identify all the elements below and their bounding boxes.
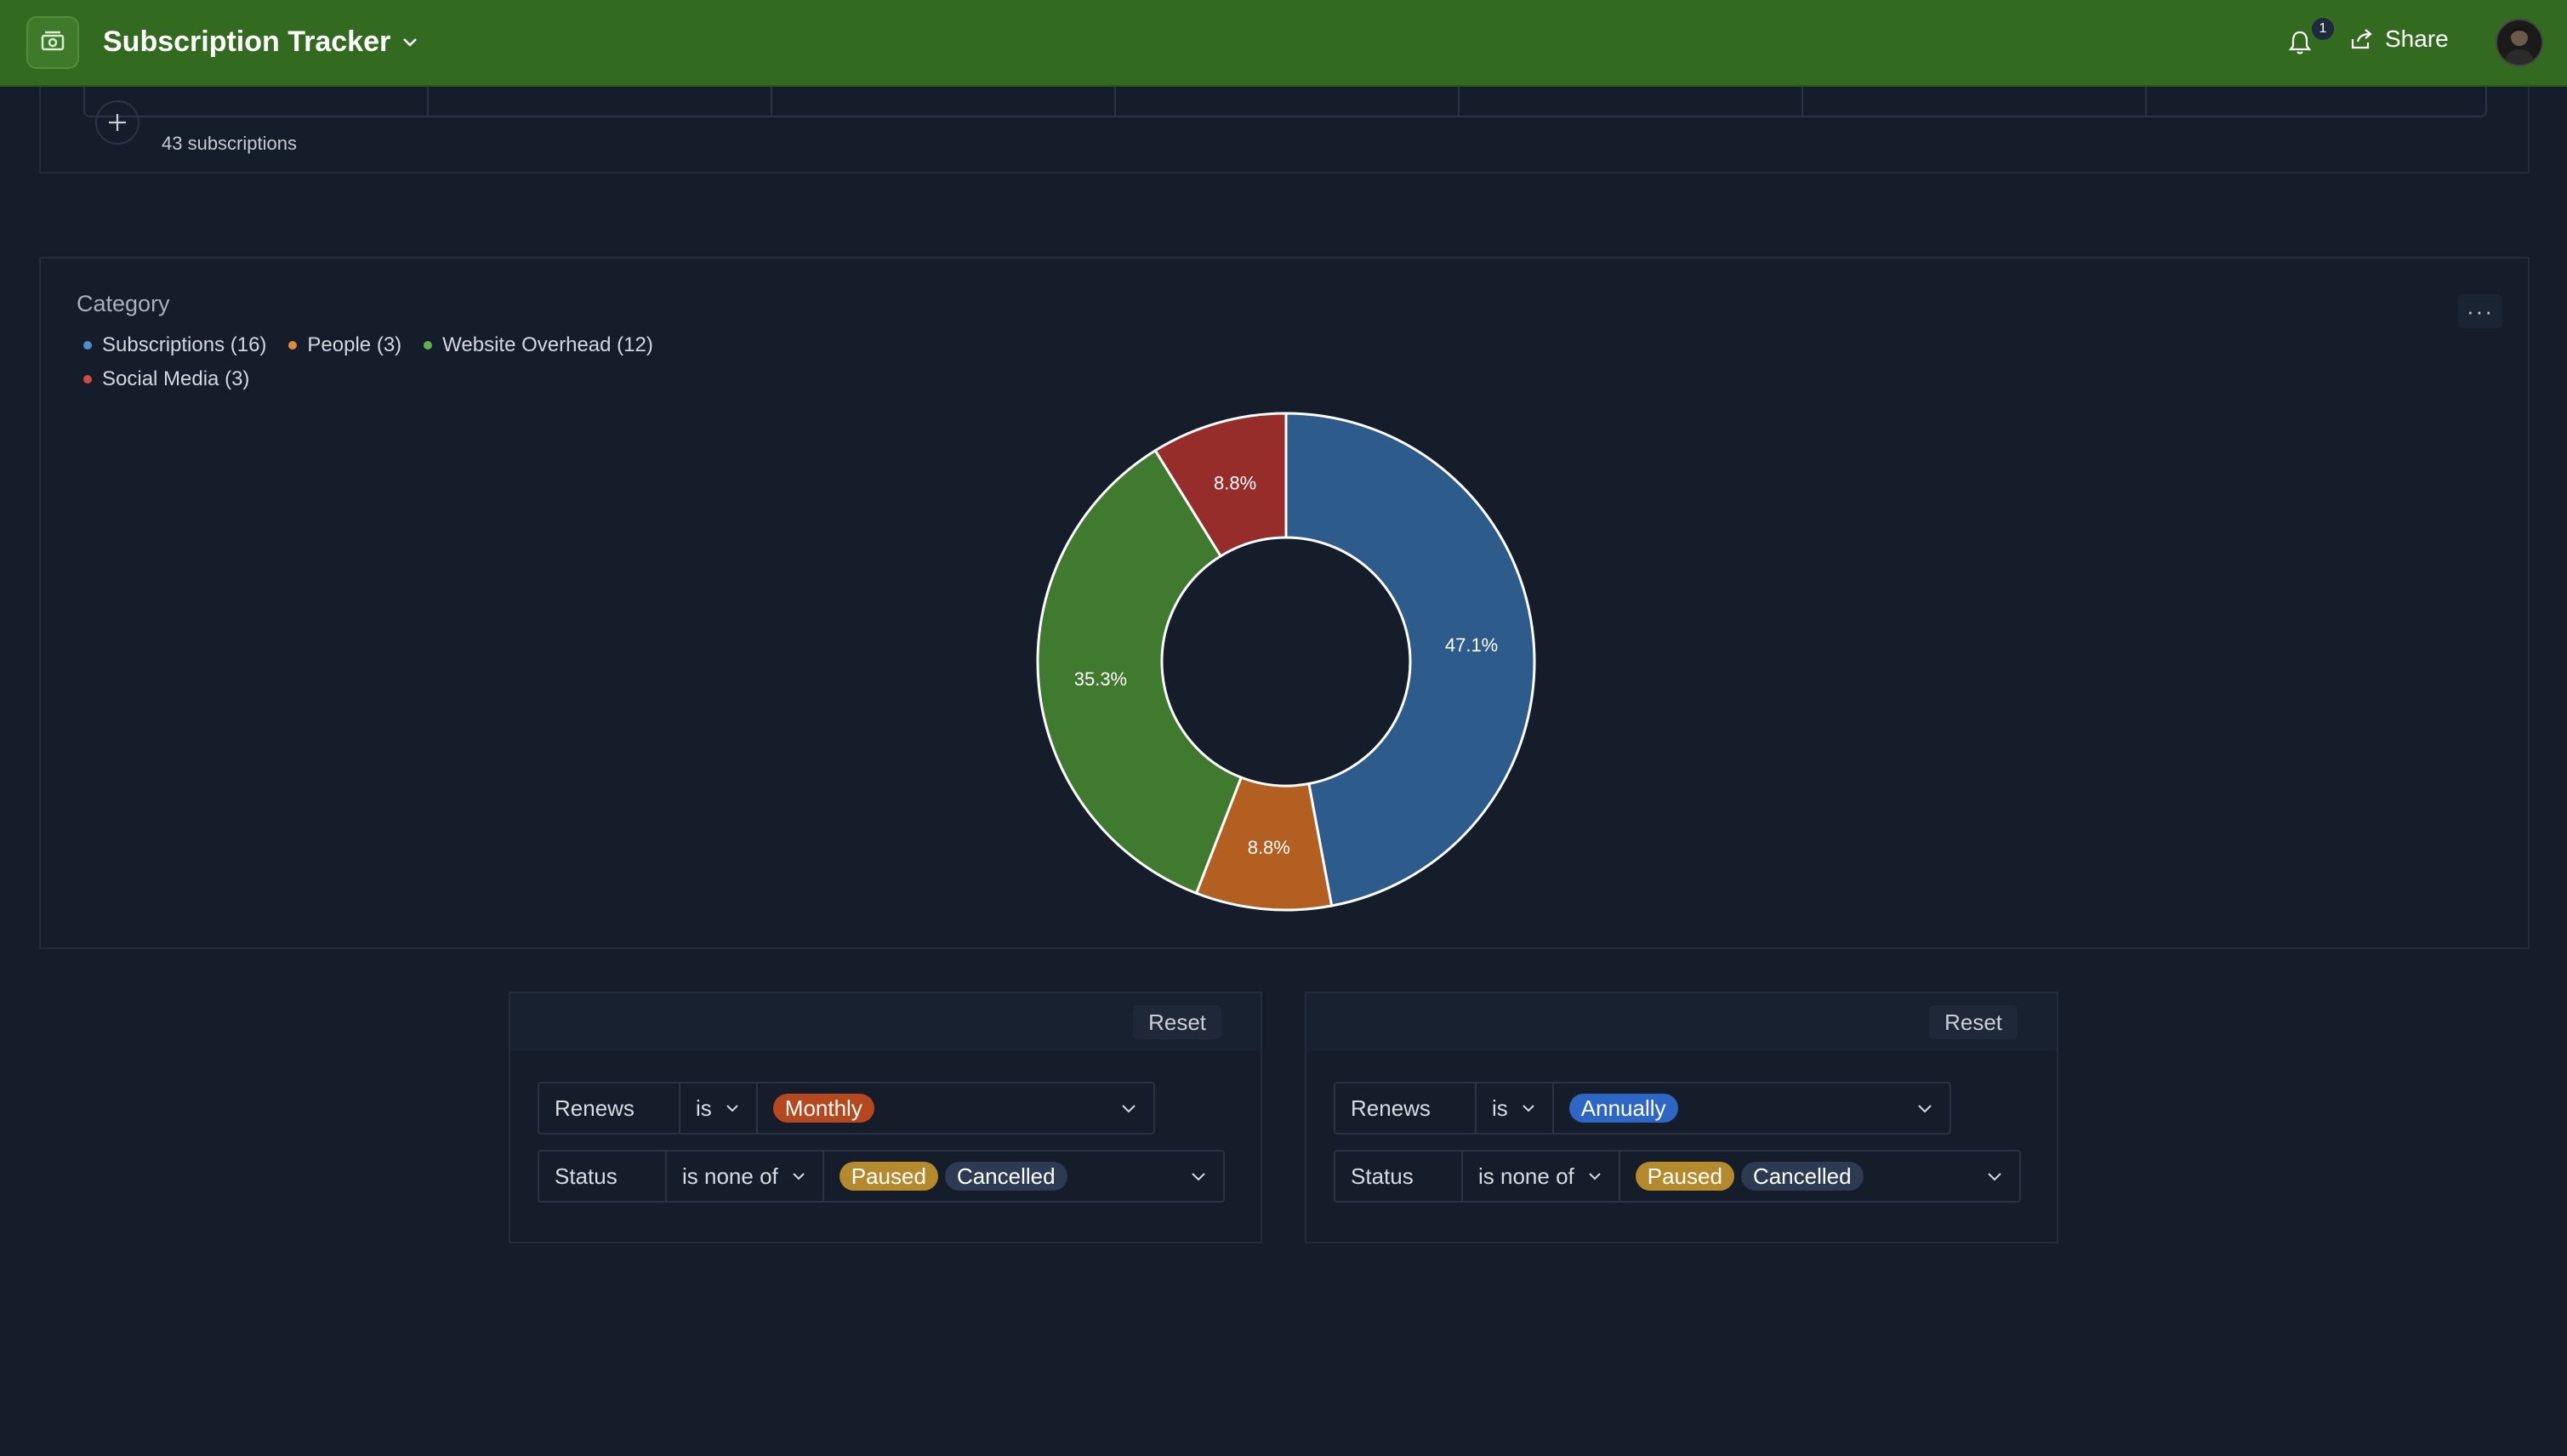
donut-slice-social-media[interactable] [1153, 412, 1288, 558]
filter-operator[interactable]: is [1477, 1083, 1554, 1133]
table-column-divider [1114, 87, 1116, 116]
donut-slice-subscriptions[interactable] [1284, 412, 1536, 907]
chart-legend: Subscriptions (16) People (3) Website Over… [83, 333, 764, 391]
more-options-button[interactable]: ··· [2458, 294, 2502, 328]
filter-value-select[interactable]: Paused Cancelled [1620, 1152, 2019, 1201]
donut-slice-label: 8.8% [1214, 472, 1256, 493]
top-bar: Subscription Tracker 1 Share [0, 0, 2567, 87]
filter-value-select[interactable]: Annually [1554, 1083, 1949, 1133]
filter-operator[interactable]: is [680, 1083, 758, 1133]
filter-operator[interactable]: is none of [1463, 1152, 1620, 1201]
legend-item[interactable]: Subscriptions (16) [83, 333, 266, 357]
app-title[interactable]: Subscription Tracker [103, 26, 391, 58]
legend-dot [424, 341, 433, 350]
filter-pills: Annually [1568, 1094, 1678, 1123]
table-row[interactable] [83, 87, 2487, 117]
add-record-button[interactable] [95, 100, 139, 145]
filter-field-label: Status [1351, 1163, 1414, 1189]
donut-slice-label: 8.8% [1248, 837, 1290, 858]
bell-icon[interactable] [2288, 29, 2312, 56]
filter-value-select[interactable]: Monthly [758, 1083, 1153, 1133]
share-button[interactable]: Share [2349, 26, 2449, 53]
legend-item[interactable]: People (3) [288, 333, 401, 357]
legend-label: Website Overhead (12) [442, 333, 653, 356]
option-pill: Monthly [772, 1094, 874, 1123]
filter-card-monthly: Reset Renews is Monthly Status is none o… [509, 992, 1262, 1243]
chevron-down-icon [1918, 1105, 1932, 1113]
option-pill: Paused [1635, 1162, 1734, 1191]
plus-icon [109, 114, 126, 131]
donut-slice-website-overhead[interactable] [1036, 448, 1244, 896]
legend-label: Subscriptions (16) [102, 333, 267, 356]
chevron-down-icon [1122, 1105, 1136, 1113]
filter-card-annually: Reset Renews is Annually Status is none … [1305, 992, 2058, 1243]
option-pill: Cancelled [1740, 1162, 1864, 1191]
chevron-down-icon [1988, 1173, 2001, 1181]
chevron-down-icon[interactable] [400, 32, 420, 53]
table-column-divider [1801, 87, 1803, 116]
filter-row-renews[interactable]: Renews is Annually [1334, 1082, 1951, 1135]
legend-dot [288, 341, 298, 350]
filter-pills: Paused Cancelled [1635, 1162, 1864, 1191]
table-column-divider [1458, 87, 1460, 116]
legend-item[interactable]: Social Media (3) [83, 367, 249, 391]
legend-label: People (3) [307, 333, 402, 356]
filter-field[interactable]: Status [539, 1152, 667, 1201]
filter-card-header: Reset [1306, 993, 2057, 1051]
chart-title: Category [77, 291, 170, 316]
share-icon [2351, 29, 2372, 49]
legend-dot [83, 375, 92, 384]
table-column-divider [2145, 87, 2147, 116]
option-pill: Paused [839, 1162, 938, 1191]
donut-slice-label: 47.1% [1445, 634, 1498, 656]
money-icon [41, 31, 65, 51]
filter-field-label: Renews [1351, 1095, 1431, 1121]
filter-operator-label: is none of [682, 1163, 778, 1189]
filter-operator-label: is [1492, 1095, 1508, 1121]
filter-card-header: Reset [510, 993, 1261, 1051]
option-pill: Cancelled [944, 1162, 1067, 1191]
filter-row-status[interactable]: Status is none of Paused Cancelled [1334, 1150, 2021, 1203]
filter-field-label: Renews [555, 1095, 635, 1121]
table-column-divider [771, 87, 772, 116]
legend-dot [83, 341, 92, 350]
user-avatar-icon [2497, 20, 2541, 65]
filter-operator-label: is [696, 1095, 712, 1121]
filter-field[interactable]: Renews [539, 1083, 680, 1133]
filter-row-renews[interactable]: Renews is Monthly [538, 1082, 1155, 1135]
share-label: Share [2385, 26, 2449, 52]
chevron-down-icon [793, 1173, 805, 1180]
chevron-down-icon [1192, 1173, 1205, 1181]
reset-button[interactable]: Reset [1133, 1005, 1221, 1039]
notification-badge: 1 [2312, 18, 2334, 40]
filter-row-status[interactable]: Status is none of Paused Cancelled [538, 1150, 1225, 1203]
filter-operator[interactable]: is none of [667, 1152, 824, 1201]
chevron-down-icon [1523, 1105, 1534, 1112]
legend-label: Social Media (3) [102, 367, 250, 390]
chevron-down-icon [726, 1105, 738, 1112]
record-count: 43 subscriptions [162, 133, 297, 154]
filter-field[interactable]: Status [1335, 1152, 1463, 1201]
donut-chart: 47.1% 8.8% 35.3% 8.8% [1036, 412, 1536, 912]
table-column-divider [427, 87, 429, 116]
avatar[interactable] [2496, 19, 2543, 66]
option-pill: Annually [1568, 1094, 1678, 1123]
filter-pills: Monthly [772, 1094, 874, 1123]
filter-field-label: Status [555, 1163, 618, 1189]
reset-button[interactable]: Reset [1929, 1005, 2018, 1039]
filter-value-select[interactable]: Paused Cancelled [824, 1152, 1223, 1201]
filter-pills: Paused Cancelled [839, 1162, 1067, 1191]
chart-panel: Category ··· Subscriptions (16) People (3… [39, 257, 2530, 949]
filter-operator-label: is none of [1478, 1163, 1574, 1189]
ellipsis-icon: ··· [2467, 298, 2494, 324]
donut-slice-label: 35.3% [1074, 668, 1127, 690]
table-panel: 43 subscriptions [39, 87, 2530, 173]
chevron-down-icon [1589, 1173, 1601, 1180]
app-icon[interactable] [26, 16, 79, 69]
filter-field[interactable]: Renews [1335, 1083, 1477, 1133]
legend-item[interactable]: Website Overhead (12) [424, 333, 653, 357]
